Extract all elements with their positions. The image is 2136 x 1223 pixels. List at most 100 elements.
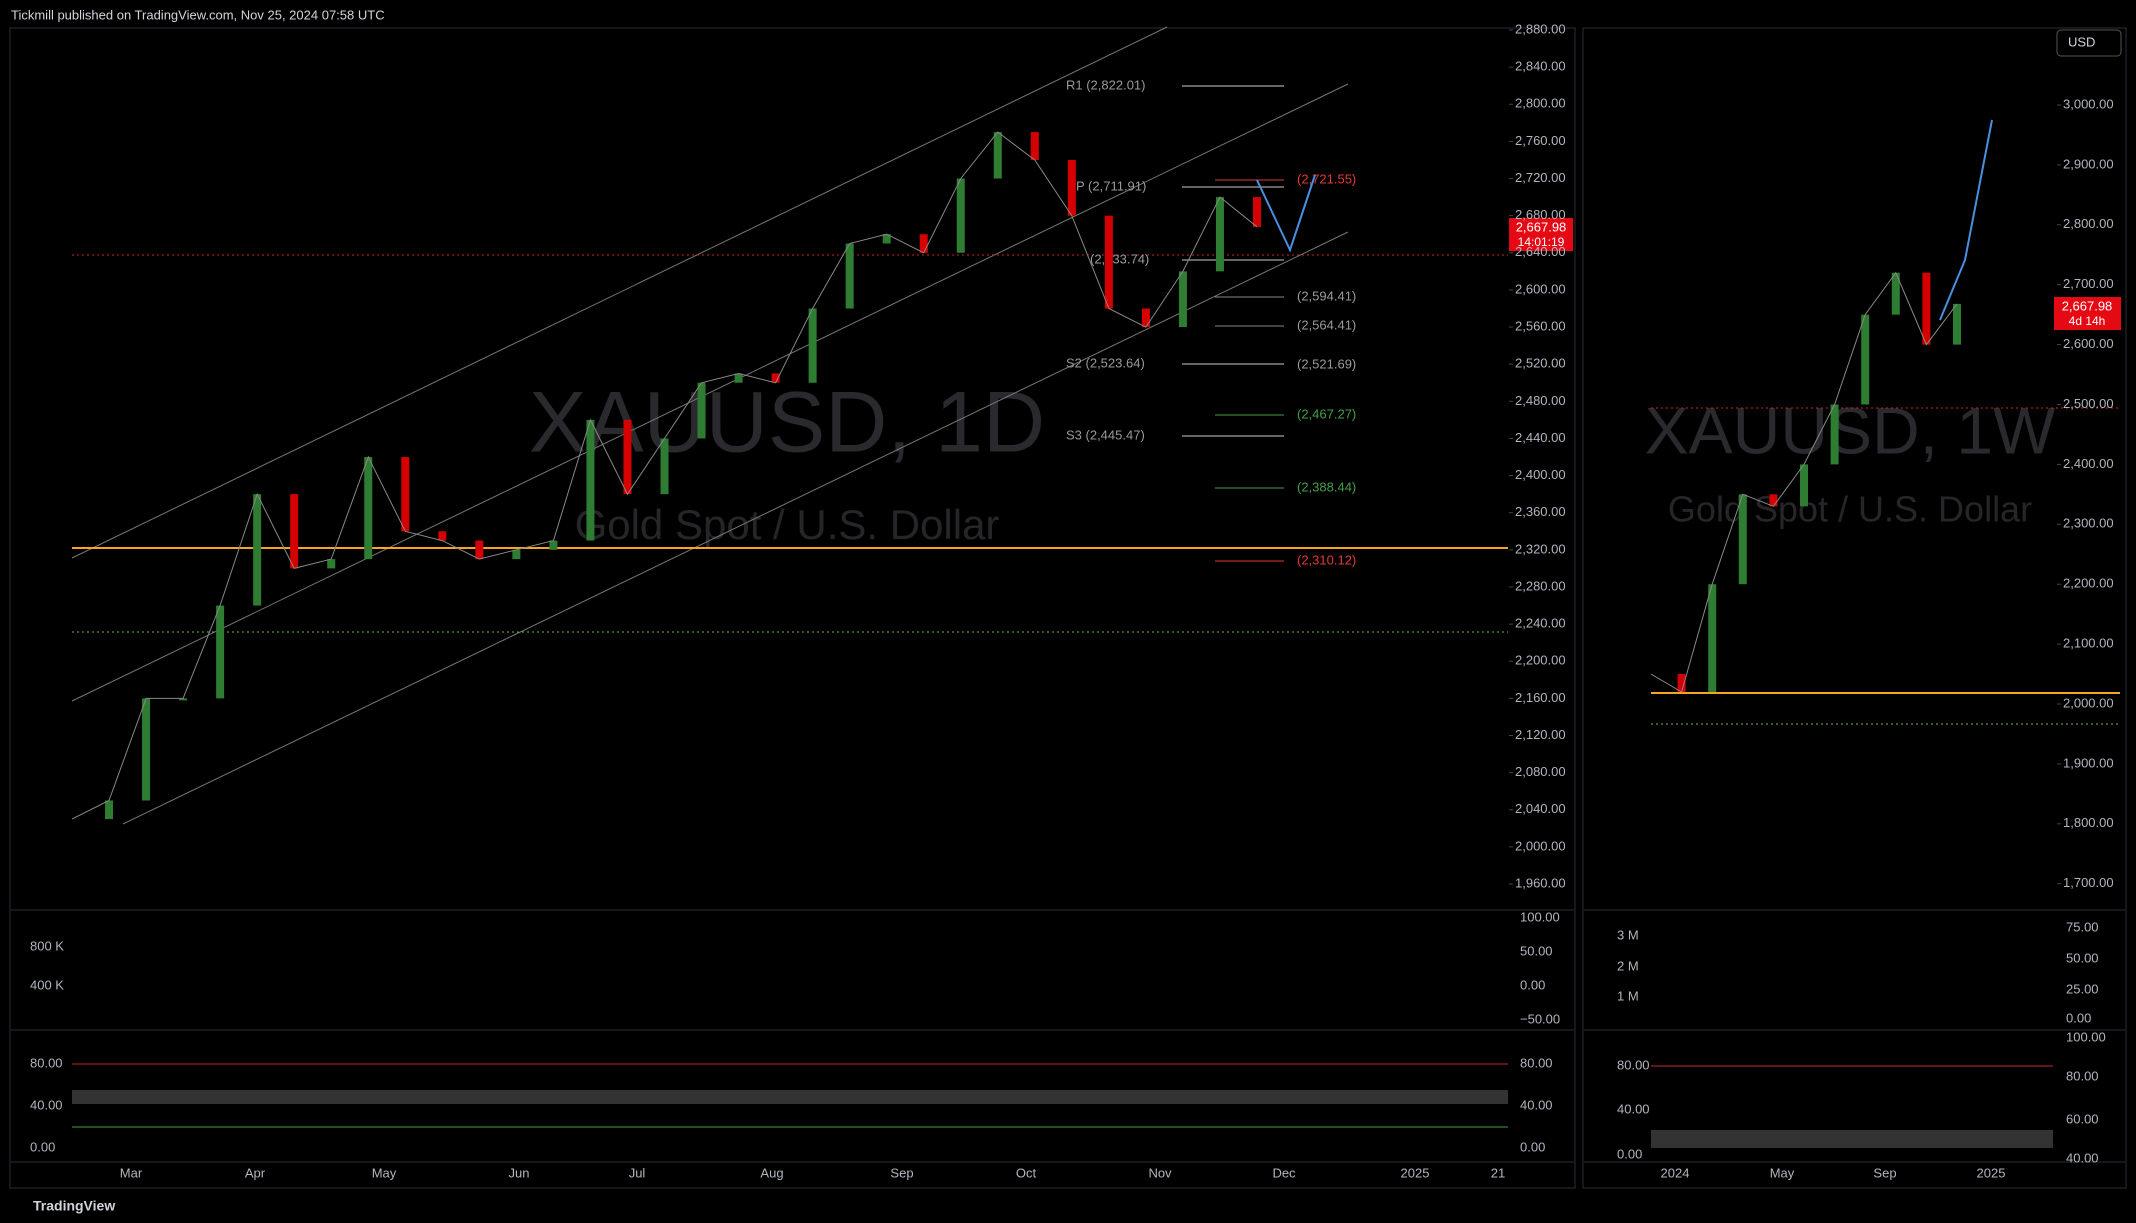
price-axis-label: 2,080.00 [1515, 764, 1566, 779]
price-axis-label: 2,000.00 [1515, 838, 1566, 853]
currency-button[interactable] [2056, 29, 2122, 57]
header: Tickmill published on TradingView.com, N… [11, 7, 385, 22]
price-axis-label: 2,100.00 [2063, 636, 2114, 651]
price-axis-label: 2,720.00 [1515, 170, 1566, 185]
price-axis-label: 1,900.00 [2063, 755, 2114, 770]
price-bar [290, 494, 299, 569]
price-axis-label: 2,240.00 [1515, 616, 1566, 631]
watermark: XAUUSD, 1W [1645, 393, 2056, 467]
volume-label: 3 M [1617, 927, 1639, 942]
price-axis-label: 2,680.00 [1515, 207, 1566, 222]
volume-axis-label: −50.00 [1520, 1011, 1560, 1026]
stoch-label: 40.00 [1617, 1101, 1650, 1116]
price-axis-label: 2,300.00 [2063, 516, 2114, 531]
price-axis-label: 2,120.00 [1515, 727, 1566, 742]
time-axis-label: 2025 [1401, 1165, 1430, 1180]
level-label: (2,310.12) [1297, 552, 1356, 567]
price-bar [845, 243, 854, 309]
stoch-band [1651, 1130, 2053, 1148]
stoch-band [72, 1090, 1508, 1104]
price-axis-label: 2,040.00 [1515, 801, 1566, 816]
price-axis-label: 2,560.00 [1515, 318, 1566, 333]
price-axis-label: 2,840.00 [1515, 59, 1566, 74]
stoch-axis-label: 60.00 [2066, 1111, 2099, 1126]
price-bar [142, 698, 151, 801]
price-tag-countdown: 14:01:19 [1518, 235, 1565, 249]
time-axis-label: Sep [890, 1165, 913, 1180]
price-bar [438, 531, 447, 541]
time-axis-label: 2025 [1977, 1165, 2006, 1180]
level-label: (2,521.69) [1297, 356, 1356, 371]
price-axis-label: 2,760.00 [1515, 133, 1566, 148]
price-tag-countdown: 4d 14h [2069, 314, 2106, 328]
volume-axis-label: 50.00 [1520, 943, 1553, 958]
price-bar [1830, 404, 1839, 465]
price-axis-label: 2,400.00 [2063, 456, 2114, 471]
price-tag-price: 2,667.98 [1516, 219, 1567, 234]
price-axis-label: 2,800.00 [1515, 96, 1566, 111]
price-bar [808, 308, 817, 383]
price-axis-label: 2,320.00 [1515, 541, 1566, 556]
price-bar [771, 373, 780, 383]
stoch-axis-label: 0.00 [1520, 1139, 1545, 1154]
price-bar [327, 559, 336, 569]
time-axis-label: 2024 [1661, 1165, 1690, 1180]
price-axis-label: 2,400.00 [1515, 467, 1566, 482]
volume-label: 800 K [30, 938, 64, 953]
price-axis-label: 2,880.00 [1515, 21, 1566, 36]
price-bar [1253, 197, 1261, 227]
price-bar [105, 800, 114, 820]
stoch-axis-label: 80.00 [1520, 1055, 1553, 1070]
currency-label[interactable]: USD [2068, 34, 2095, 49]
projection-arrow [1939, 119, 1993, 321]
price-bar [734, 373, 743, 383]
price-axis-label: 2,500.00 [2063, 396, 2114, 411]
volume-axis-label: 100.00 [1520, 909, 1560, 924]
price-bar [1800, 464, 1808, 507]
price-axis-label: 2,200.00 [2063, 576, 2114, 591]
price-bar [1708, 584, 1717, 693]
time-axis-label: Apr [245, 1165, 266, 1180]
price-bar [1769, 494, 1778, 507]
price-axis-label: 3,000.00 [2063, 96, 2114, 111]
level-label: (2,633.74) [1090, 251, 1149, 266]
volume-axis-label: 0.00 [1520, 977, 1545, 992]
price-axis-label: 1,700.00 [2063, 875, 2114, 890]
time-axis-label: Jun [509, 1165, 530, 1180]
volume-axis-label: 50.00 [2066, 950, 2099, 965]
price-bar [1738, 494, 1747, 585]
time-axis-label: Jul [629, 1165, 646, 1180]
price-bar [1215, 197, 1224, 272]
price-bar [549, 540, 558, 550]
price-bar [1922, 272, 1931, 345]
time-axis-label: Aug [760, 1165, 783, 1180]
price-bar [660, 438, 669, 495]
level-label: (2,564.41) [1297, 317, 1356, 332]
price-axis-label: 2,440.00 [1515, 430, 1566, 445]
price-bar [882, 234, 891, 244]
price-tag-price: 2,667.98 [2062, 298, 2113, 313]
price-bar [586, 419, 595, 541]
price-axis-label: 2,600.00 [2063, 336, 2114, 351]
price-bar [1953, 303, 1961, 345]
price-axis-label: 2,480.00 [1515, 393, 1566, 408]
price-axis-label: 2,360.00 [1515, 504, 1566, 519]
volume-label: 1 M [1617, 988, 1639, 1003]
price-axis-label: 1,960.00 [1515, 875, 1566, 890]
price-bar [512, 549, 521, 560]
price-bar [216, 605, 225, 699]
price-axis-label: 2,800.00 [2063, 216, 2114, 231]
close-line [1650, 271, 1958, 693]
price-bar [1861, 314, 1870, 405]
time-axis-label: Mar [120, 1165, 143, 1180]
price-bar [1677, 674, 1686, 693]
price-tag [2054, 297, 2121, 330]
time-axis-label: Oct [1016, 1165, 1037, 1180]
level-label: (2,467.27) [1297, 406, 1356, 421]
price-tag [1509, 218, 1573, 251]
price-bar [1030, 132, 1039, 160]
volume-axis-label: 75.00 [2066, 919, 2099, 934]
price-axis-label: 2,640.00 [1515, 244, 1566, 259]
stoch-label: 40.00 [30, 1097, 63, 1112]
